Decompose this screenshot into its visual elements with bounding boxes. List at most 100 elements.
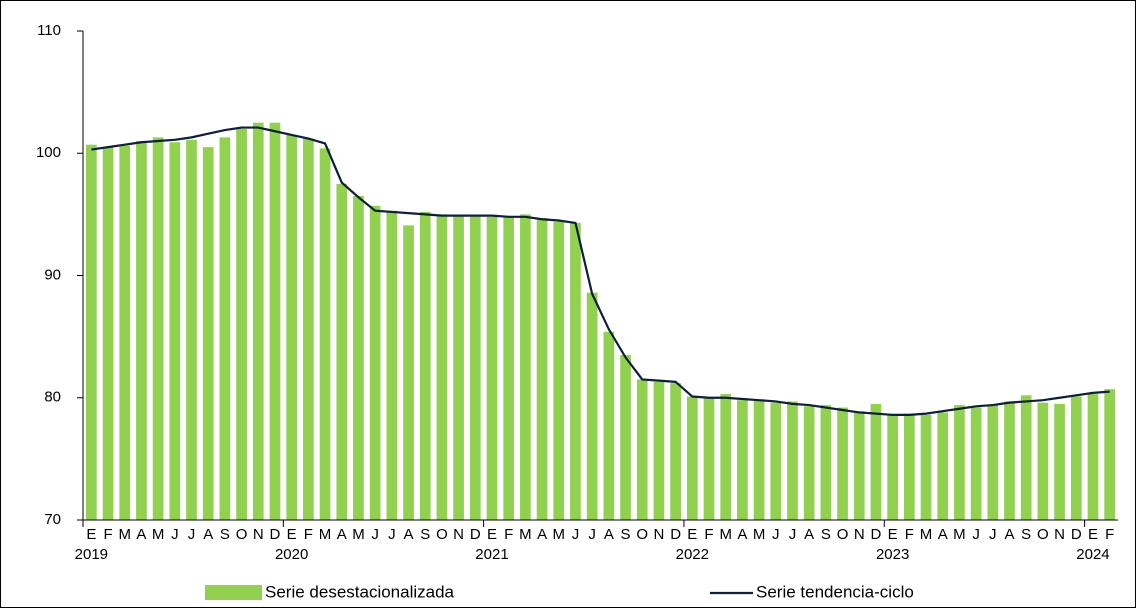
bar: [386, 210, 398, 520]
y-tick-label: 70: [44, 511, 61, 528]
bar: [520, 214, 531, 520]
bar: [319, 148, 331, 521]
bar: [954, 405, 965, 520]
bar: [403, 225, 414, 520]
bar: [152, 137, 164, 521]
x-month-label: F: [1105, 526, 1114, 543]
y-tick-label: 100: [36, 144, 61, 161]
x-month-label: S: [220, 526, 230, 543]
x-month-label: E: [86, 526, 96, 543]
x-month-label: M: [753, 526, 766, 543]
bar: [119, 145, 131, 521]
x-month-label: A: [337, 526, 347, 543]
x-month-label: O: [636, 526, 648, 543]
bar: [536, 218, 548, 521]
x-month-label: A: [1004, 526, 1014, 543]
x-month-label: A: [136, 526, 146, 543]
trend-line: [91, 126, 1110, 416]
x-month-label: A: [604, 526, 614, 543]
bar: [303, 138, 314, 520]
x-month-label: D: [470, 526, 481, 543]
bar: [1054, 403, 1065, 520]
bar: [503, 216, 515, 520]
x-month-label: S: [821, 526, 831, 543]
bar: [286, 134, 298, 520]
bar: [770, 402, 782, 520]
bar: [136, 141, 147, 520]
x-month-label: D: [270, 526, 281, 543]
bar: [453, 215, 464, 520]
bar: [252, 122, 264, 520]
x-month-label: O: [837, 526, 849, 543]
x-month-label: M: [519, 526, 532, 543]
y-tick-label: 110: [37, 22, 61, 39]
bar: [737, 400, 748, 520]
x-month-label: F: [704, 526, 713, 543]
x-month-label: F: [103, 526, 112, 543]
x-month-label: N: [654, 526, 665, 543]
x-month-label: M: [118, 526, 131, 543]
bar: [620, 354, 631, 520]
x-month-label: J: [388, 526, 396, 543]
x-month-label: M: [920, 526, 933, 543]
bar: [486, 216, 498, 520]
x-month-label: F: [905, 526, 914, 543]
x-month-label: N: [1054, 526, 1065, 543]
x-month-label: A: [404, 526, 414, 543]
bar: [887, 414, 898, 520]
x-month-label: M: [352, 526, 365, 543]
x-month-label: J: [171, 526, 179, 543]
x-month-label: E: [1088, 526, 1098, 543]
x-month-label: E: [287, 526, 297, 543]
bar: [336, 183, 348, 520]
x-month-label: D: [670, 526, 681, 543]
x-month-label: M: [553, 526, 566, 543]
x-month-label: D: [871, 526, 882, 543]
x-month-label: S: [420, 526, 430, 543]
bar: [436, 214, 448, 520]
y-tick-label: 80: [44, 389, 61, 406]
bar: [353, 196, 364, 520]
x-year-label: 2023: [876, 546, 909, 563]
bar: [1037, 402, 1049, 520]
bar: [787, 401, 798, 520]
bar: [703, 397, 715, 520]
x-month-label: M: [719, 526, 732, 543]
x-month-label: F: [504, 526, 513, 543]
legend-swatch: [205, 585, 262, 600]
bar: [720, 394, 732, 520]
x-month-label: A: [203, 526, 213, 543]
bar: [1004, 401, 1015, 520]
bar: [553, 221, 565, 520]
x-month-label: M: [953, 526, 966, 543]
bar: [670, 383, 681, 520]
bar: [686, 396, 698, 520]
bar: [653, 381, 665, 520]
x-year-label: 2020: [275, 546, 308, 563]
x-month-label: A: [804, 526, 814, 543]
x-month-label: S: [621, 526, 631, 543]
x-month-label: S: [1021, 526, 1031, 543]
x-month-label: A: [737, 526, 747, 543]
x-month-label: J: [989, 526, 997, 543]
bar: [820, 405, 832, 520]
bar: [903, 413, 915, 520]
x-month-label: M: [319, 526, 332, 543]
bar: [1070, 396, 1082, 520]
x-month-label: F: [304, 526, 313, 543]
x-month-label: J: [371, 526, 379, 543]
x-month-label: N: [854, 526, 865, 543]
x-year-label: 2022: [676, 546, 709, 563]
x-year-label: 2021: [475, 546, 508, 563]
x-month-label: J: [588, 526, 596, 543]
bar: [753, 400, 765, 520]
x-year-label: 2019: [75, 546, 108, 563]
x-month-label: E: [687, 526, 697, 543]
bar: [1020, 395, 1032, 520]
bar: [837, 407, 848, 520]
bar: [586, 292, 598, 520]
x-month-label: J: [572, 526, 580, 543]
bar: [937, 412, 949, 520]
bar: [219, 137, 231, 521]
